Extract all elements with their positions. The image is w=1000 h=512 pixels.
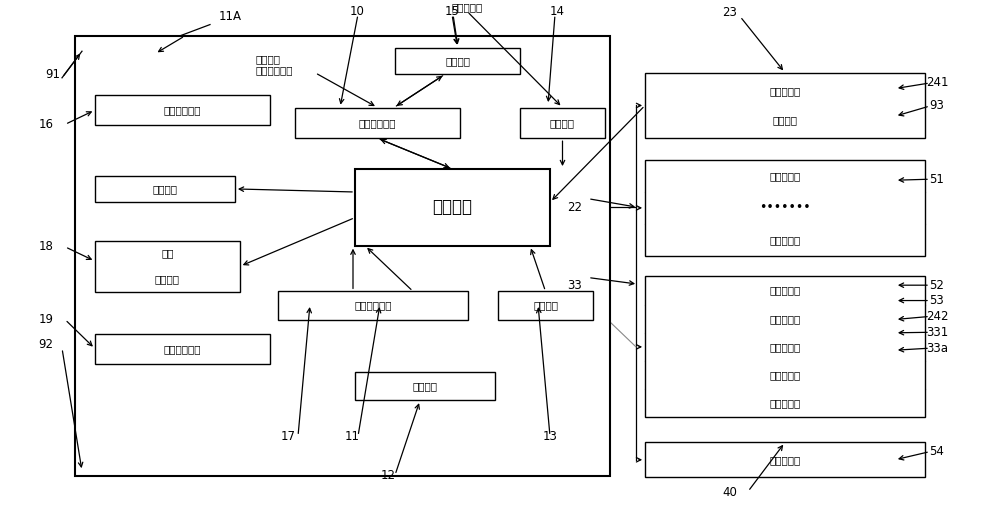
- Text: 93: 93: [930, 99, 944, 113]
- FancyBboxPatch shape: [95, 334, 270, 364]
- Text: 14: 14: [550, 5, 564, 18]
- Text: 18: 18: [39, 240, 53, 253]
- FancyBboxPatch shape: [498, 291, 593, 320]
- Text: 光电传感器: 光电传感器: [769, 398, 801, 408]
- FancyBboxPatch shape: [295, 108, 460, 138]
- Text: 17: 17: [280, 430, 296, 443]
- Text: 40: 40: [723, 486, 737, 499]
- Text: 药品服用信息: 药品服用信息: [255, 66, 292, 76]
- FancyBboxPatch shape: [95, 176, 235, 202]
- Text: 10: 10: [350, 5, 364, 18]
- Text: 风机: 风机: [161, 248, 174, 259]
- Text: 22: 22: [568, 201, 582, 214]
- Text: 储存单元: 储存单元: [445, 56, 470, 66]
- Text: 11A: 11A: [218, 10, 242, 23]
- Text: 温湿度传感器: 温湿度传感器: [354, 301, 392, 311]
- Text: 19: 19: [38, 313, 54, 326]
- Text: 33a: 33a: [926, 342, 948, 355]
- Text: 第四电磁锁: 第四电磁锁: [769, 455, 801, 465]
- Text: 通讯单元: 通讯单元: [550, 118, 575, 128]
- Text: 53: 53: [930, 294, 944, 307]
- FancyBboxPatch shape: [645, 160, 925, 256]
- Text: 91: 91: [46, 68, 60, 81]
- FancyBboxPatch shape: [520, 108, 605, 138]
- FancyBboxPatch shape: [95, 95, 270, 125]
- Text: 干燥装置: 干燥装置: [155, 274, 180, 284]
- Text: 鼓风装置: 鼓风装置: [772, 115, 798, 125]
- Text: 92: 92: [38, 338, 54, 351]
- Text: 13: 13: [543, 430, 557, 443]
- FancyBboxPatch shape: [278, 291, 468, 320]
- Text: 第一电磁锁: 第一电磁锁: [769, 171, 801, 181]
- FancyBboxPatch shape: [645, 276, 925, 417]
- FancyBboxPatch shape: [95, 241, 240, 292]
- Text: 计时单元: 计时单元: [533, 301, 558, 311]
- Text: 第一电磁锁: 第一电磁锁: [769, 235, 801, 245]
- FancyBboxPatch shape: [645, 442, 925, 477]
- FancyBboxPatch shape: [355, 169, 550, 246]
- Text: •••••••: •••••••: [759, 201, 811, 215]
- Text: 第二驱动机构: 第二驱动机构: [164, 344, 201, 354]
- Text: 医生、亲人: 医生、亲人: [451, 2, 483, 12]
- Text: 33: 33: [568, 279, 582, 292]
- Text: 控制单元: 控制单元: [432, 198, 473, 217]
- Text: 电池单元: 电池单元: [413, 381, 438, 391]
- Text: 52: 52: [930, 279, 944, 292]
- Text: 16: 16: [38, 118, 54, 131]
- Text: 第二传感器: 第二传感器: [769, 342, 801, 352]
- FancyBboxPatch shape: [75, 36, 610, 476]
- Text: 23: 23: [723, 6, 737, 19]
- Text: 语音单元: 语音单元: [152, 184, 178, 194]
- FancyBboxPatch shape: [395, 48, 520, 74]
- Text: 第一传感器: 第一传感器: [769, 86, 801, 96]
- FancyBboxPatch shape: [645, 73, 925, 138]
- Text: 第三电磁锁: 第三电磁锁: [769, 314, 801, 324]
- Text: 242: 242: [926, 310, 948, 323]
- Text: 12: 12: [380, 468, 396, 482]
- Text: 第一驱动机构: 第一驱动机构: [164, 105, 201, 115]
- Text: 331: 331: [926, 326, 948, 339]
- Text: 第二电磁锁: 第二电磁锁: [769, 286, 801, 295]
- Text: 人机交互单元: 人机交互单元: [359, 118, 396, 128]
- Text: 11: 11: [344, 430, 360, 443]
- Text: 药品信息: 药品信息: [255, 54, 280, 65]
- Text: 54: 54: [930, 445, 944, 458]
- Text: 第二指示灯: 第二指示灯: [769, 370, 801, 380]
- FancyBboxPatch shape: [355, 372, 495, 400]
- Text: 241: 241: [926, 76, 948, 90]
- Text: 51: 51: [930, 173, 944, 186]
- Text: 15: 15: [445, 5, 459, 18]
